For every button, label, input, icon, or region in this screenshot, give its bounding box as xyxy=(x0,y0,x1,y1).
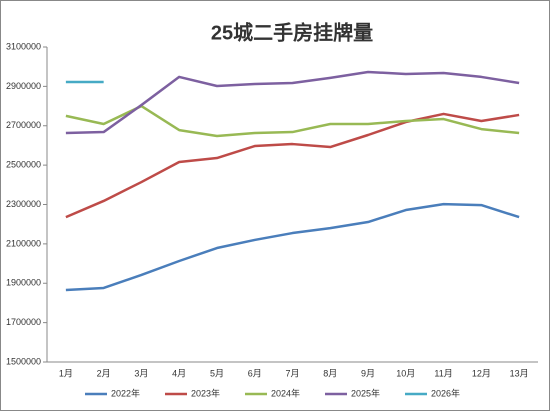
x-tick-label: 5月 xyxy=(210,368,224,378)
legend-label: 2025年 xyxy=(351,387,380,398)
y-tick-label: 3100000 xyxy=(6,41,41,51)
chart-title: 25城二手房挂牌量 xyxy=(211,20,373,44)
legend-label: 2024年 xyxy=(271,387,300,398)
y-tick-label: 2100000 xyxy=(6,238,41,248)
series-line xyxy=(65,70,520,135)
x-tick-label: 8月 xyxy=(323,368,337,378)
y-tick-label: 2900000 xyxy=(6,81,41,91)
x-tick-label: 10月 xyxy=(396,368,415,378)
x-tick-label: 12月 xyxy=(472,368,491,378)
legend-label: 2026年 xyxy=(431,387,460,398)
series-line xyxy=(65,202,520,292)
x-tick-label: 11月 xyxy=(434,368,452,378)
legend-label: 2023年 xyxy=(191,387,220,398)
x-tick-label: 2月 xyxy=(97,368,111,378)
x-tick-label: 9月 xyxy=(361,368,375,378)
y-tick-label: 2300000 xyxy=(6,199,41,209)
y-tick-label: 1900000 xyxy=(6,278,41,288)
x-tick-label: 3月 xyxy=(134,368,148,378)
x-tick-label: 4月 xyxy=(172,368,186,378)
y-tick-label: 2700000 xyxy=(6,120,41,130)
x-tick-label: 1月 xyxy=(59,368,73,378)
y-tick-label: 1500000 xyxy=(6,356,41,366)
x-tick-label: 6月 xyxy=(248,368,262,378)
x-tick-label: 7月 xyxy=(285,368,299,378)
series-line xyxy=(65,112,520,219)
x-tick-label: 13月 xyxy=(510,368,529,378)
legend-label: 2022年 xyxy=(111,387,140,398)
y-tick-label: 1700000 xyxy=(6,317,41,327)
y-tick-label: 2500000 xyxy=(6,160,41,170)
